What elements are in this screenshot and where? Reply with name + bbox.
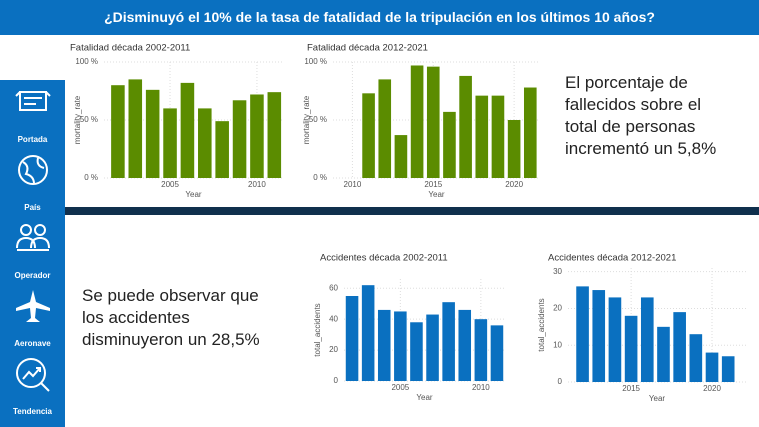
bar (362, 93, 375, 178)
accident-note: Se puede observar que los accidentes dis… (82, 286, 260, 349)
x-axis-label: Year (649, 394, 666, 403)
separator (65, 207, 759, 215)
bar (198, 108, 212, 178)
chart-title: Fatalidad década 2012-2021 (307, 43, 428, 54)
x-axis-label: Year (416, 393, 433, 402)
bar (491, 95, 505, 178)
bar (458, 309, 472, 381)
bar (490, 325, 504, 381)
x-axis-label: Year (185, 190, 202, 199)
bar (426, 314, 439, 381)
side-nav: Portada País Operador Aeronave Tendencia (0, 80, 65, 427)
y-axis-label: total_accidents (313, 303, 322, 356)
bar (705, 352, 719, 382)
icon (18, 155, 48, 185)
bar (608, 297, 622, 382)
x-tick-label: 2015 (424, 180, 442, 189)
y-tick-label: 60 (329, 283, 338, 292)
nav-label: Tendencia (13, 407, 52, 416)
bar (345, 296, 359, 381)
chart-title: Accidentes década 2002-2011 (320, 253, 448, 264)
nav-item[interactable]: Operador (0, 216, 65, 284)
chart-title: Fatalidad década 2002-2011 (70, 43, 190, 54)
bar (128, 79, 143, 178)
icon (16, 358, 50, 392)
bar (459, 75, 472, 178)
bar (640, 297, 654, 382)
x-tick-label: 2020 (703, 384, 721, 393)
y-tick-label: 20 (553, 304, 562, 313)
bar (394, 135, 408, 178)
icon (16, 224, 50, 251)
x-tick-label: 2005 (391, 383, 409, 392)
y-tick-label: 50 % (309, 115, 327, 124)
bar (145, 89, 160, 178)
icon (15, 91, 51, 111)
bar (377, 309, 391, 381)
x-tick-label: 2005 (161, 180, 179, 189)
bar (394, 311, 407, 381)
x-axis-label: Year (428, 190, 445, 199)
header-title: ¿Disminuyó el 10% de la tasa de fatalida… (0, 0, 759, 35)
nav-item[interactable]: País (0, 148, 65, 216)
bar (475, 95, 489, 178)
bar (576, 286, 589, 382)
bar (180, 82, 195, 178)
bar (232, 100, 247, 178)
bar (474, 319, 488, 381)
y-tick-label: 20 (329, 345, 338, 354)
bar (592, 290, 606, 382)
y-tick-label: 100 % (304, 57, 327, 66)
x-tick-label: 2010 (472, 383, 490, 392)
bar (657, 326, 670, 382)
x-tick-label: 2010 (248, 180, 266, 189)
bar (378, 79, 392, 178)
y-tick-label: 0 % (313, 173, 327, 182)
bar (163, 108, 177, 178)
bar (250, 94, 264, 178)
nav-label: Portada (17, 135, 48, 144)
y-tick-label: 40 (329, 314, 338, 323)
bar (624, 315, 638, 382)
nav-item[interactable]: Portada (0, 80, 65, 148)
fatality-note: El porcentaje de fallecidos sobre el tot… (565, 73, 717, 158)
x-tick-label: 2020 (505, 180, 523, 189)
bar (267, 92, 282, 178)
bar (410, 322, 423, 381)
bar (673, 312, 686, 382)
bar (443, 111, 456, 178)
bar (426, 66, 440, 178)
bar (410, 65, 424, 178)
y-tick-label: 0 % (84, 173, 98, 182)
bar (523, 87, 537, 178)
icon (16, 290, 50, 322)
nav-item[interactable]: Tendencia (0, 352, 65, 420)
x-tick-label: 2015 (622, 384, 640, 393)
bar (507, 120, 521, 178)
nav-label: País (24, 203, 41, 212)
y-tick-label: 0 (334, 376, 339, 385)
bar (442, 302, 455, 381)
y-tick-label: 50 % (80, 115, 98, 124)
bar (689, 334, 703, 382)
y-axis-label: mortality_rate (302, 95, 311, 144)
nav-label: Aeronave (14, 339, 51, 348)
nav-item[interactable]: Aeronave (0, 284, 65, 352)
y-axis-label: mortality_rate (73, 95, 82, 144)
bar (361, 285, 375, 381)
bar (111, 85, 125, 178)
x-tick-label: 2010 (344, 180, 362, 189)
y-tick-label: 100 % (75, 57, 98, 66)
y-tick-label: 10 (553, 340, 562, 349)
y-tick-label: 30 (553, 267, 562, 276)
nav-label: Operador (14, 271, 51, 280)
bar (215, 121, 229, 178)
chart-title: Accidentes década 2012-2021 (548, 253, 676, 264)
y-tick-label: 0 (558, 377, 563, 386)
y-axis-label: total_accidents (537, 298, 546, 351)
bar (721, 356, 735, 382)
